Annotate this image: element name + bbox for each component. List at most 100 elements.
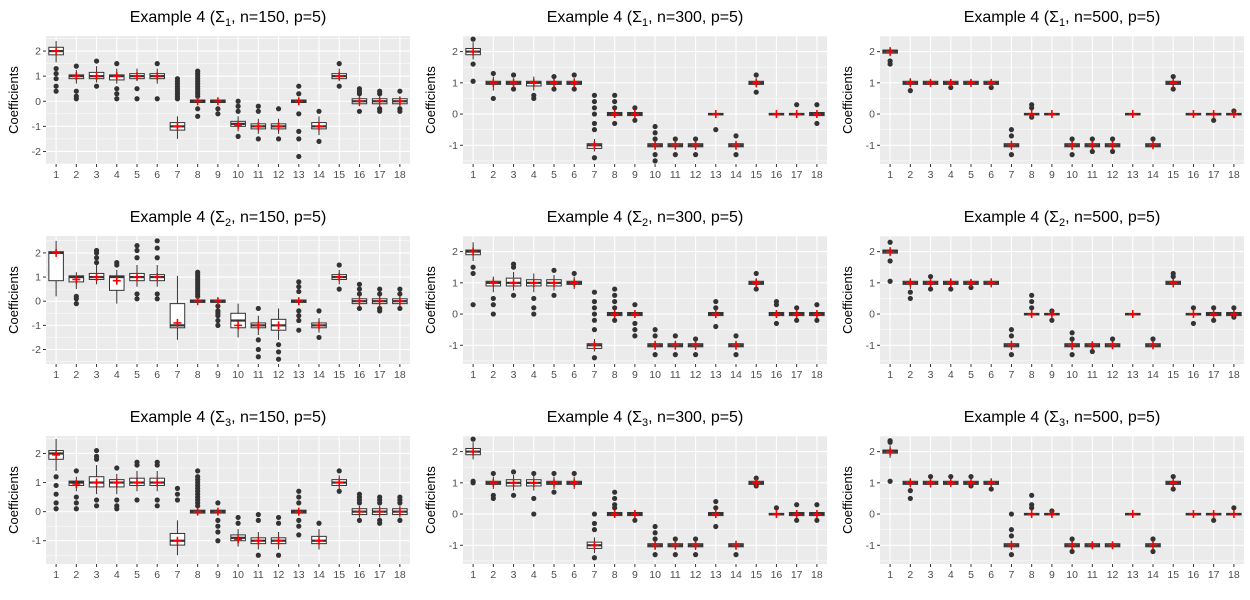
x-tick-label: 1 bbox=[53, 169, 59, 181]
outlier-point bbox=[510, 492, 517, 498]
outlier-point bbox=[356, 281, 363, 287]
x-tick-label: 11 bbox=[1087, 369, 1098, 381]
x-tick-label: 4 bbox=[114, 369, 120, 381]
y-tick-label: -1 bbox=[449, 340, 458, 352]
outlier-point bbox=[1008, 511, 1015, 517]
outlier-point bbox=[114, 61, 120, 67]
title-sigma: Σ bbox=[632, 209, 642, 226]
outlier-point bbox=[134, 255, 140, 261]
x-tick-label: 4 bbox=[531, 369, 537, 381]
outlier-point bbox=[1008, 152, 1015, 158]
y-tick-label: 0 bbox=[869, 309, 875, 321]
plot-background bbox=[46, 236, 410, 364]
outlier-point bbox=[531, 470, 537, 477]
x-tick-label: 2 bbox=[490, 169, 496, 181]
box-18 bbox=[809, 302, 825, 323]
outlier-point bbox=[887, 278, 893, 284]
box-8 bbox=[1023, 292, 1040, 319]
outlier-point bbox=[235, 520, 241, 526]
x-tick-label: 13 bbox=[1127, 369, 1139, 381]
outlier-point bbox=[927, 273, 934, 280]
box-10 bbox=[647, 327, 663, 358]
outlier-point bbox=[612, 305, 618, 311]
outlier-point bbox=[1150, 336, 1156, 342]
outlier-point bbox=[114, 465, 120, 471]
box-1 bbox=[882, 438, 898, 484]
box-7 bbox=[586, 289, 603, 361]
box-17 bbox=[788, 502, 805, 523]
box-13 bbox=[290, 83, 307, 160]
x-tick-label: 15 bbox=[333, 569, 345, 581]
outlier-point bbox=[510, 469, 517, 475]
outlier-point bbox=[591, 317, 598, 323]
box-14 bbox=[311, 520, 327, 550]
y-tick-label: 0 bbox=[35, 96, 41, 108]
x-tick-label: 3 bbox=[928, 569, 934, 581]
y-tick-label: 0 bbox=[35, 296, 41, 308]
outlier-point bbox=[652, 123, 658, 130]
box-6 bbox=[149, 459, 166, 509]
outlier-point bbox=[531, 311, 537, 317]
box-16 bbox=[1185, 110, 1202, 119]
box-12 bbox=[270, 106, 287, 142]
outlier-point bbox=[713, 305, 719, 311]
box-11 bbox=[667, 536, 684, 558]
x-tick-label: 5 bbox=[968, 169, 974, 181]
box-4 bbox=[108, 465, 125, 512]
outlier-point bbox=[93, 497, 100, 503]
outlier-point bbox=[296, 313, 302, 319]
y-tick-label: 2 bbox=[35, 247, 41, 259]
title-prefix: Example 4 ( bbox=[964, 9, 1050, 26]
box-12 bbox=[270, 514, 287, 558]
outlier-point bbox=[652, 152, 658, 158]
panel-title: Example 4 (Σ1, n=300, p=5) bbox=[547, 9, 744, 29]
box-2 bbox=[902, 478, 919, 502]
box-5 bbox=[546, 267, 562, 298]
outlier-point bbox=[591, 327, 598, 333]
box-17 bbox=[1205, 510, 1222, 523]
outlier-point bbox=[591, 98, 598, 105]
box-4 bbox=[942, 473, 959, 487]
x-tick-label: 9 bbox=[215, 169, 221, 181]
y-tick-label: 2 bbox=[35, 46, 41, 58]
x-tick-label: 17 bbox=[1208, 369, 1220, 381]
title-sigma: Σ bbox=[215, 9, 225, 26]
box-12 bbox=[687, 136, 704, 158]
x-tick-label: 18 bbox=[1228, 569, 1240, 581]
box-11 bbox=[1084, 136, 1101, 155]
y-tick-label: 0 bbox=[452, 109, 458, 121]
x-tick-label: 15 bbox=[750, 369, 762, 381]
outlier-point bbox=[814, 102, 820, 108]
box-8 bbox=[189, 68, 206, 119]
x-tick-label: 15 bbox=[333, 369, 345, 381]
box-6 bbox=[983, 278, 1000, 288]
title-prefix: Example 4 ( bbox=[547, 209, 633, 226]
x-tick-label: 16 bbox=[771, 169, 783, 181]
x-tick-label: 12 bbox=[1107, 169, 1119, 181]
x-tick-label: 5 bbox=[134, 169, 140, 181]
outlier-point bbox=[968, 284, 974, 291]
outlier-point bbox=[93, 83, 100, 89]
outlier-point bbox=[275, 356, 282, 362]
outlier-point bbox=[672, 536, 678, 542]
box-7 bbox=[169, 485, 186, 556]
outlier-point bbox=[73, 88, 79, 94]
x-tick-label: 5 bbox=[968, 369, 974, 381]
outlier-point bbox=[733, 333, 739, 339]
outlier-point bbox=[1089, 136, 1095, 142]
box-12 bbox=[1104, 541, 1121, 550]
plot-background bbox=[46, 36, 410, 164]
y-tick-label: 2 bbox=[869, 446, 875, 458]
outlier-point bbox=[753, 89, 759, 95]
outlier-point bbox=[397, 286, 403, 292]
box-16 bbox=[351, 86, 368, 114]
x-tick-label: 10 bbox=[1066, 569, 1078, 581]
x-tick-label: 14 bbox=[730, 569, 742, 581]
x-tick-label: 6 bbox=[571, 169, 577, 181]
outlier-point bbox=[551, 489, 557, 495]
outlier-point bbox=[612, 298, 618, 305]
box-11 bbox=[250, 511, 267, 558]
outlier-point bbox=[887, 478, 893, 484]
outlier-point bbox=[1008, 127, 1015, 133]
box-1 bbox=[48, 41, 64, 94]
